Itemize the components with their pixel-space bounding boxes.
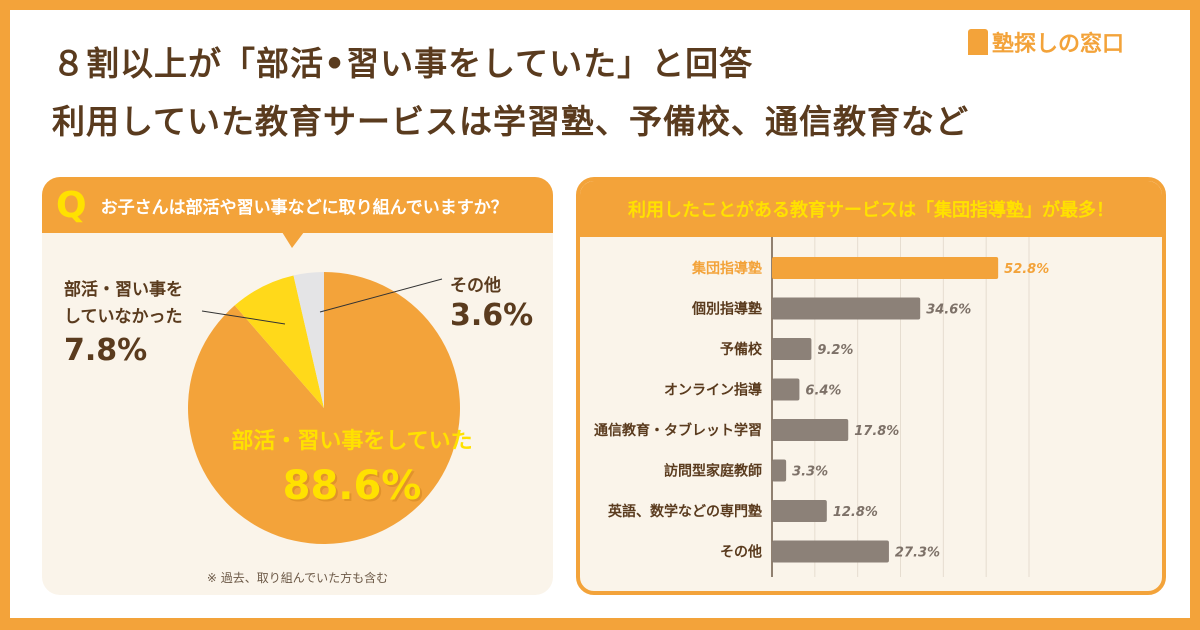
bar-value-label: 6.4%: [805, 384, 841, 399]
bar-category-label: 集団指導塾: [691, 260, 762, 277]
bar-value-label: 27.3%: [895, 546, 940, 561]
bar-header: 利用したことがある教育サービスは「集団指導塾」が最多！: [580, 181, 1162, 237]
pie-slice: [293, 272, 324, 408]
bar: [772, 338, 812, 360]
pie-chart: [188, 272, 461, 544]
bar-value-label: 17.8%: [854, 424, 899, 439]
bar-category-label: オンライン指導: [664, 382, 762, 399]
headline-line2: 利用していた教育サービスは学習塾、予備校、通信教育など: [46, 100, 976, 148]
bar: [772, 419, 849, 441]
leader-line: [319, 278, 443, 313]
house-icon: [968, 29, 988, 55]
bar: [772, 459, 787, 482]
bar: [772, 378, 800, 401]
pie-panel: Q お子さんは部活や習い事などに取り組んでいますか？ 部活・習い事を していなかった…: [42, 177, 553, 595]
bar-category-label: 個別指導塾: [691, 301, 762, 318]
bar-value-label: 34.6%: [926, 303, 971, 318]
leader-line: [201, 310, 286, 325]
bar: [772, 540, 889, 563]
bar: [772, 257, 999, 279]
question-text: お子さんは部活や習い事などに取り組んでいますか？: [100, 197, 508, 218]
pie-label-other: その他 3.6%: [450, 276, 534, 333]
bar-value-label: 52.8%: [1004, 262, 1049, 277]
speech-tail: [282, 232, 304, 248]
bar: [772, 297, 921, 320]
bar-value-label: 12.8%: [833, 505, 878, 520]
headline-line1: ８割以上が「部活•習い事をしていた」と回答: [46, 42, 760, 90]
bar-value-label: 9.2%: [817, 343, 853, 358]
question-header: Q お子さんは部活や習い事などに取り組んでいますか？: [42, 177, 553, 233]
bar-category-label: 通信教育・タブレット学習: [594, 422, 762, 439]
bar-panel: 利用したことがある教育サービスは「集団指導塾」が最多！ 集団指導塾 52.8% 個別…: [576, 177, 1166, 595]
logo: 塾探しの窓口: [968, 26, 1124, 58]
bar-category-label: 予備校: [720, 341, 763, 358]
bar-category-label: 訪問型家庭教師: [664, 463, 762, 480]
bar-value-label: 3.3%: [792, 465, 828, 480]
bar-category-label: その他: [720, 544, 762, 561]
pie-label-not-doing: 部活・習い事を していなかった 7.8%: [64, 280, 183, 368]
pie-label-doing: 部活・習い事をしていた 88.6%: [231, 429, 473, 509]
q-icon: Q: [56, 184, 87, 226]
footnote: ※ 過去、取り組んでいた方も含む: [206, 571, 389, 585]
logo-text: 塾探しの窓口: [992, 32, 1125, 57]
bar-chart: 集団指導塾 52.8% 個別指導塾 34.6% 予備校 9.2% オンライン指導 6.4% 通信…: [594, 237, 1049, 577]
pie-slice: [234, 275, 324, 408]
bar-category-label: 英語、数学などの専門塾: [607, 503, 762, 520]
bar: [772, 500, 827, 522]
